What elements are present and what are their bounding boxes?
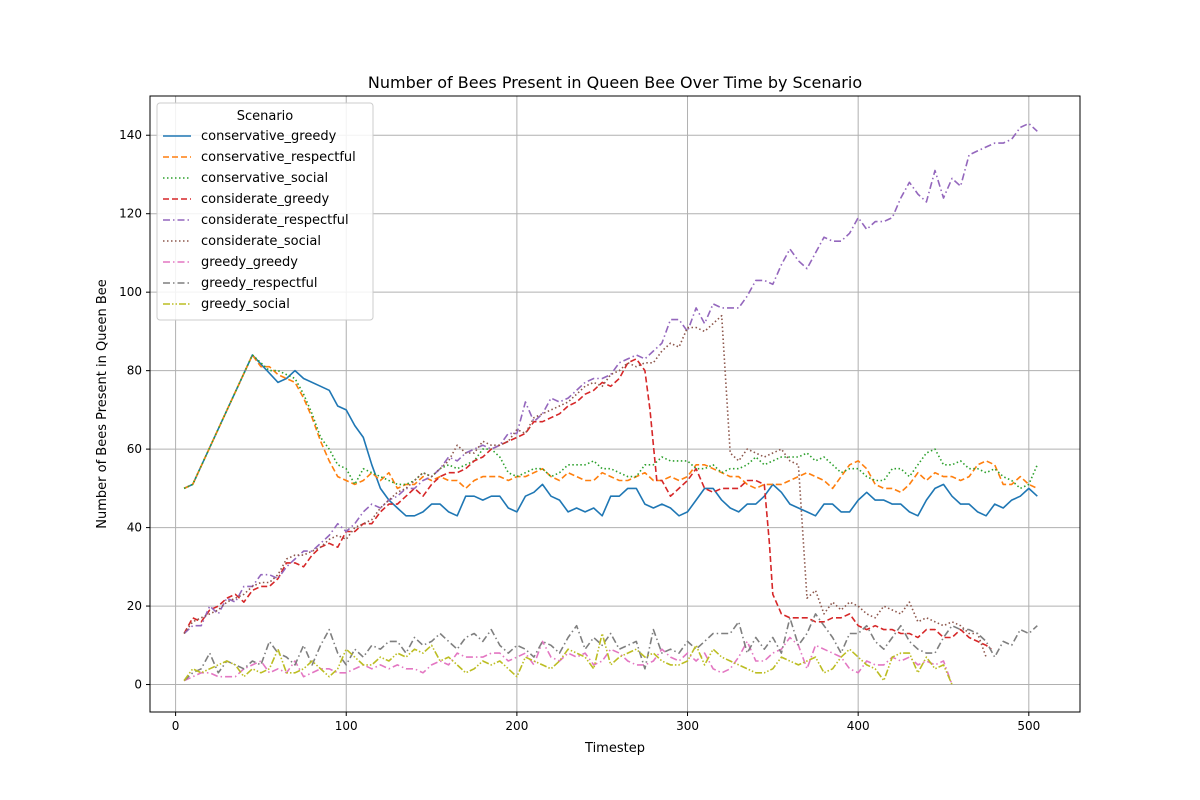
series-line-conservative_respectful	[183, 354, 1038, 494]
legend-label-conservative_social: conservative_social	[201, 171, 328, 186]
x-tick-label: 300	[676, 719, 699, 733]
series-line-considerate_greedy	[183, 358, 992, 650]
axis-ticks: 0 100 200 300 400 500 0 20 40 60 80 100 120 140	[119, 128, 1040, 733]
y-tick-label: 100	[119, 285, 142, 299]
legend-box	[156, 102, 374, 321]
legend-label-considerate_respectful: considerate_respectful	[201, 213, 349, 228]
legend-label-conservative_greedy: conservative_greedy	[201, 129, 337, 144]
chart-title: Number of Bees Present in Queen Bee Over…	[368, 73, 862, 92]
y-tick-label: 20	[127, 599, 142, 613]
y-axis-label: Number of Bees Present in Queen Bee	[95, 279, 110, 528]
y-tick-label: 80	[127, 364, 142, 378]
x-tick-label: 400	[847, 719, 870, 733]
x-tick-label: 500	[1017, 719, 1040, 733]
y-tick-label: 140	[119, 128, 142, 142]
legend-title: Scenario	[237, 109, 294, 124]
x-tick-label: 100	[335, 719, 358, 733]
legend-label-considerate_social: considerate_social	[201, 234, 321, 249]
y-tick-label: 60	[127, 442, 142, 456]
series-line-conservative_social	[183, 354, 1039, 490]
series-line-greedy_greedy	[183, 636, 953, 685]
x-axis-label: Timestep	[584, 741, 645, 756]
series-line-greedy_social	[183, 632, 953, 685]
series-lines	[183, 122, 1039, 685]
series-line-greedy_respectful	[183, 613, 1038, 682]
grid	[150, 96, 1080, 712]
y-tick-label: 40	[127, 521, 142, 535]
y-tick-label: 120	[119, 207, 142, 221]
legend-label-conservative_respectful: conservative_respectful	[201, 150, 356, 165]
x-tick-label: 0	[172, 719, 180, 733]
legend-label-considerate_greedy: considerate_greedy	[201, 192, 329, 207]
legend-items: conservative_greedy conservative_respectf…	[163, 129, 356, 312]
legend-label-greedy_greedy: greedy_greedy	[201, 255, 298, 270]
x-tick-label: 200	[505, 719, 528, 733]
series-line-conservative_greedy	[183, 354, 1038, 517]
series-line-considerate_respectful	[183, 122, 1038, 635]
plot-area-frame	[149, 95, 1081, 713]
y-tick-label: 0	[134, 678, 142, 692]
legend: Scenario conservative_greedyconservative…	[156, 102, 374, 321]
legend-label-greedy_social: greedy_social	[201, 297, 290, 312]
legend-label-greedy_respectful: greedy_respectful	[201, 276, 318, 291]
